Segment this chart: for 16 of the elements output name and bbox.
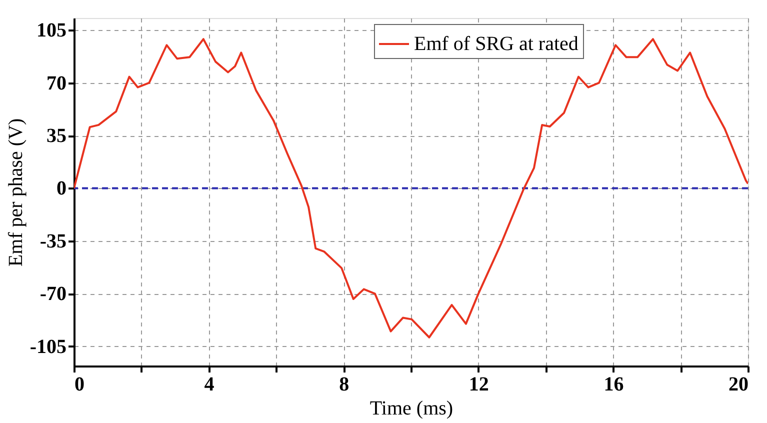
x-tick-label: 0 — [74, 374, 84, 396]
y-tick-label: 70 — [46, 72, 66, 94]
x-tick-label: 16 — [604, 374, 624, 396]
y-tick-label: -35 — [40, 230, 66, 252]
y-tick-label: -70 — [40, 283, 66, 306]
x-tick-label: 4 — [204, 374, 214, 396]
y-tick-label: 0 — [56, 178, 66, 200]
legend-label: Emf of SRG at rated — [414, 33, 578, 55]
x-tick-label: 12 — [468, 374, 489, 396]
y-tick-label: 105 — [36, 20, 66, 42]
x-tick-label: 8 — [339, 374, 350, 396]
x-axis-title: Time (ms) — [370, 398, 454, 420]
y-tick-label: 35 — [46, 125, 66, 148]
y-tick-label: -105 — [30, 336, 66, 358]
y-axis-title: Emf per phase (V) — [4, 118, 27, 267]
x-tick-label: 20 — [728, 374, 748, 396]
